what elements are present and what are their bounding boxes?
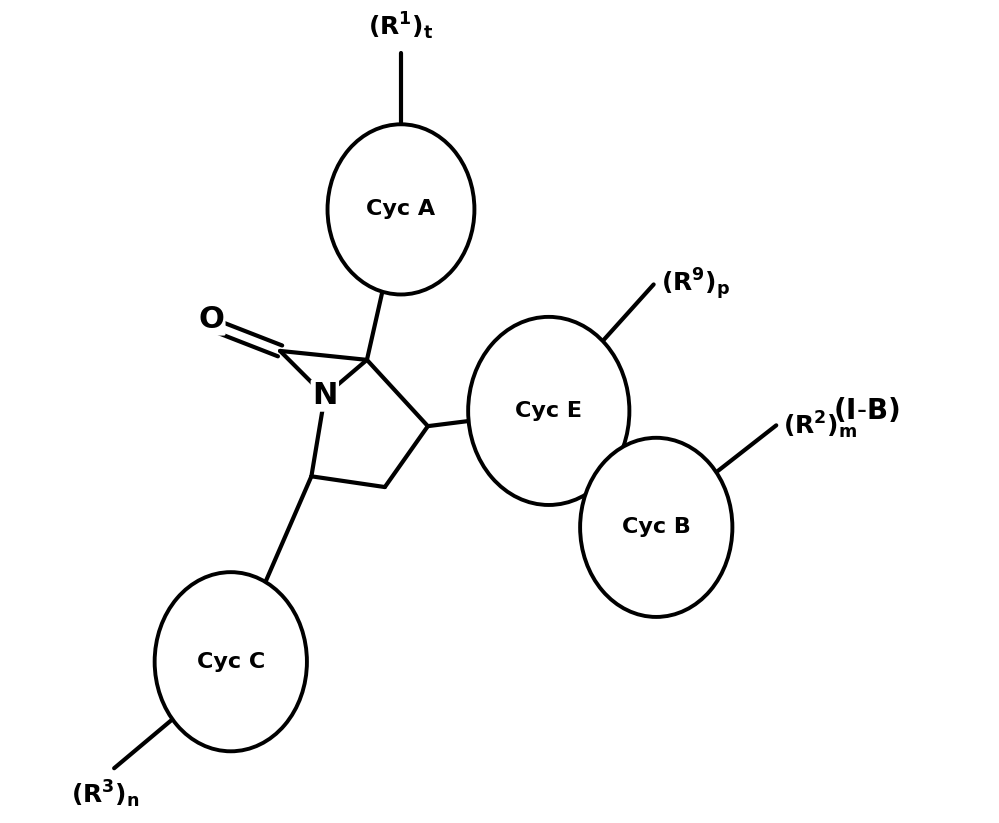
Text: Cyc A: Cyc A: [367, 199, 436, 220]
Text: $\mathbf{(R^2)_m}$: $\mathbf{(R^2)_m}$: [783, 410, 858, 441]
Ellipse shape: [155, 572, 307, 751]
Ellipse shape: [328, 124, 475, 295]
Text: $\mathbf{(R^3)_n}$: $\mathbf{(R^3)_n}$: [71, 779, 140, 811]
Text: Cyc E: Cyc E: [515, 401, 582, 421]
Text: Cyc C: Cyc C: [197, 652, 265, 672]
Text: O: O: [198, 305, 224, 334]
Ellipse shape: [580, 438, 732, 617]
Text: N: N: [312, 381, 338, 410]
Text: $\mathbf{(R^1)_t}$: $\mathbf{(R^1)_t}$: [369, 11, 434, 42]
Text: $\mathbf{(R^9)_p}$: $\mathbf{(R^9)_p}$: [660, 267, 730, 302]
Ellipse shape: [469, 317, 629, 505]
Text: $\mathbf{(I\text{-}B)}$: $\mathbf{(I\text{-}B)}$: [833, 397, 900, 425]
Text: Cyc B: Cyc B: [621, 518, 690, 537]
